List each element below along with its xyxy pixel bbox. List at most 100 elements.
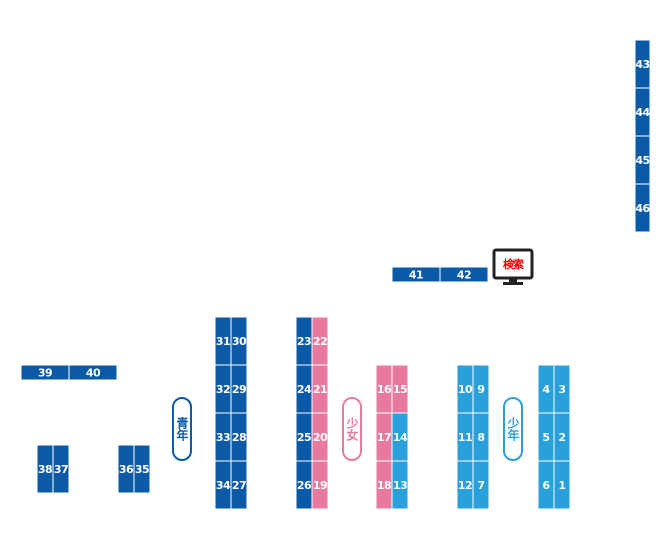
shelf[interactable]: 42 xyxy=(439,266,489,283)
shelf[interactable]: 9 xyxy=(472,364,490,414)
shelf[interactable]: 32 xyxy=(214,364,232,414)
shelf[interactable]: 10 xyxy=(456,364,474,414)
shelf[interactable]: 25 xyxy=(295,412,313,462)
section-label: 少年 xyxy=(503,397,523,461)
shelf-number: 26 xyxy=(297,479,312,492)
shelf-number: 3 xyxy=(558,383,565,396)
shelf-number: 9 xyxy=(477,383,484,396)
section-label: 少女 xyxy=(342,397,362,461)
shelf[interactable]: 46 xyxy=(634,183,651,233)
shelf[interactable]: 39 xyxy=(20,364,70,381)
shelf-number: 33 xyxy=(216,431,230,444)
shelf[interactable]: 38 xyxy=(36,444,54,494)
shelf-number: 5 xyxy=(542,431,549,444)
shelf-number: 14 xyxy=(393,431,408,444)
shelf-number: 7 xyxy=(477,479,484,492)
shelf[interactable]: 12 xyxy=(456,460,474,510)
shelf[interactable]: 20 xyxy=(311,412,329,462)
shelf-block xyxy=(295,460,313,510)
shelf-number: 21 xyxy=(313,383,327,396)
shelf[interactable]: 11 xyxy=(456,412,474,462)
shelf[interactable]: 3 xyxy=(553,364,571,414)
shelf-block xyxy=(634,183,651,233)
section-label: 青年 xyxy=(172,397,192,461)
shelf-number: 15 xyxy=(393,383,407,396)
shelf-number: 46 xyxy=(635,202,650,215)
shelf-number: 29 xyxy=(232,383,246,396)
shelf-number: 30 xyxy=(232,335,247,348)
shelf-number: 34 xyxy=(216,479,231,492)
shelf-number: 4 xyxy=(542,383,550,396)
shelf-block xyxy=(214,460,232,510)
shelf-number: 10 xyxy=(458,383,473,396)
shelf[interactable]: 7 xyxy=(472,460,490,510)
shelf[interactable]: 41 xyxy=(391,266,441,283)
shelf[interactable]: 15 xyxy=(391,364,409,414)
shelf-number: 17 xyxy=(377,431,391,444)
shelf-number: 23 xyxy=(297,335,311,348)
shelf-number: 40 xyxy=(86,367,101,380)
shelf-number: 1 xyxy=(558,479,565,492)
shelf[interactable]: 43 xyxy=(634,39,651,89)
shelf[interactable]: 35 xyxy=(133,444,151,494)
shelf[interactable]: 44 xyxy=(634,87,651,137)
shelf[interactable]: 19 xyxy=(311,460,329,510)
shelf-number: 11 xyxy=(458,431,472,444)
shelf[interactable]: 29 xyxy=(230,364,248,414)
shelf-block xyxy=(68,364,118,381)
shelf-block xyxy=(537,460,555,510)
shelf[interactable]: 21 xyxy=(311,364,329,414)
shelf[interactable]: 1 xyxy=(553,460,571,510)
shelf[interactable]: 2 xyxy=(553,412,571,462)
shelf-number: 16 xyxy=(377,383,392,396)
shelf[interactable]: 34 xyxy=(214,460,232,510)
shelf-block xyxy=(456,460,474,510)
shelf[interactable]: 36 xyxy=(117,444,135,494)
search-button[interactable]: 検索 xyxy=(503,257,524,271)
shelf[interactable]: 18 xyxy=(375,460,393,510)
shelf[interactable]: 4 xyxy=(537,364,555,414)
shelf[interactable]: 16 xyxy=(375,364,393,414)
shelf[interactable]: 5 xyxy=(537,412,555,462)
shelf-number: 36 xyxy=(119,463,134,476)
shelf[interactable]: 23 xyxy=(295,316,313,366)
shelf-number: 24 xyxy=(297,383,312,396)
shelf[interactable]: 8 xyxy=(472,412,490,462)
shelf-number: 28 xyxy=(232,431,246,444)
shelf[interactable]: 17 xyxy=(375,412,393,462)
shelf-number: 35 xyxy=(135,463,149,476)
shelf[interactable]: 14 xyxy=(391,412,409,462)
shelf-number: 31 xyxy=(216,335,230,348)
shelf[interactable]: 45 xyxy=(634,135,651,185)
shelf-number: 27 xyxy=(232,479,246,492)
shelf[interactable]: 22 xyxy=(311,316,329,366)
shelf-number: 2 xyxy=(558,431,565,444)
shelf-number: 22 xyxy=(313,335,327,348)
shelf-number: 37 xyxy=(54,463,68,476)
shelf-number: 43 xyxy=(635,58,649,71)
shelf-number: 42 xyxy=(457,269,471,282)
shelf-block xyxy=(375,460,393,510)
shelf[interactable]: 13 xyxy=(391,460,409,510)
shelf-number: 19 xyxy=(313,479,327,492)
shelf[interactable]: 37 xyxy=(52,444,70,494)
shelf-number: 45 xyxy=(635,154,649,167)
shelf-block xyxy=(117,444,135,494)
shelf-number: 41 xyxy=(409,269,423,282)
shelf-number: 8 xyxy=(477,431,484,444)
shelf-block xyxy=(36,444,54,494)
shelf[interactable]: 40 xyxy=(68,364,118,381)
shelf[interactable]: 26 xyxy=(295,460,313,510)
shelf[interactable]: 31 xyxy=(214,316,232,366)
shelf[interactable]: 6 xyxy=(537,460,555,510)
shelf-number: 18 xyxy=(377,479,391,492)
shelf[interactable]: 24 xyxy=(295,364,313,414)
shelf[interactable]: 33 xyxy=(214,412,232,462)
shelf[interactable]: 28 xyxy=(230,412,248,462)
shelf[interactable]: 30 xyxy=(230,316,248,366)
shelf-number: 44 xyxy=(635,106,650,119)
shelf-block xyxy=(439,266,489,283)
shelf[interactable]: 27 xyxy=(230,460,248,510)
